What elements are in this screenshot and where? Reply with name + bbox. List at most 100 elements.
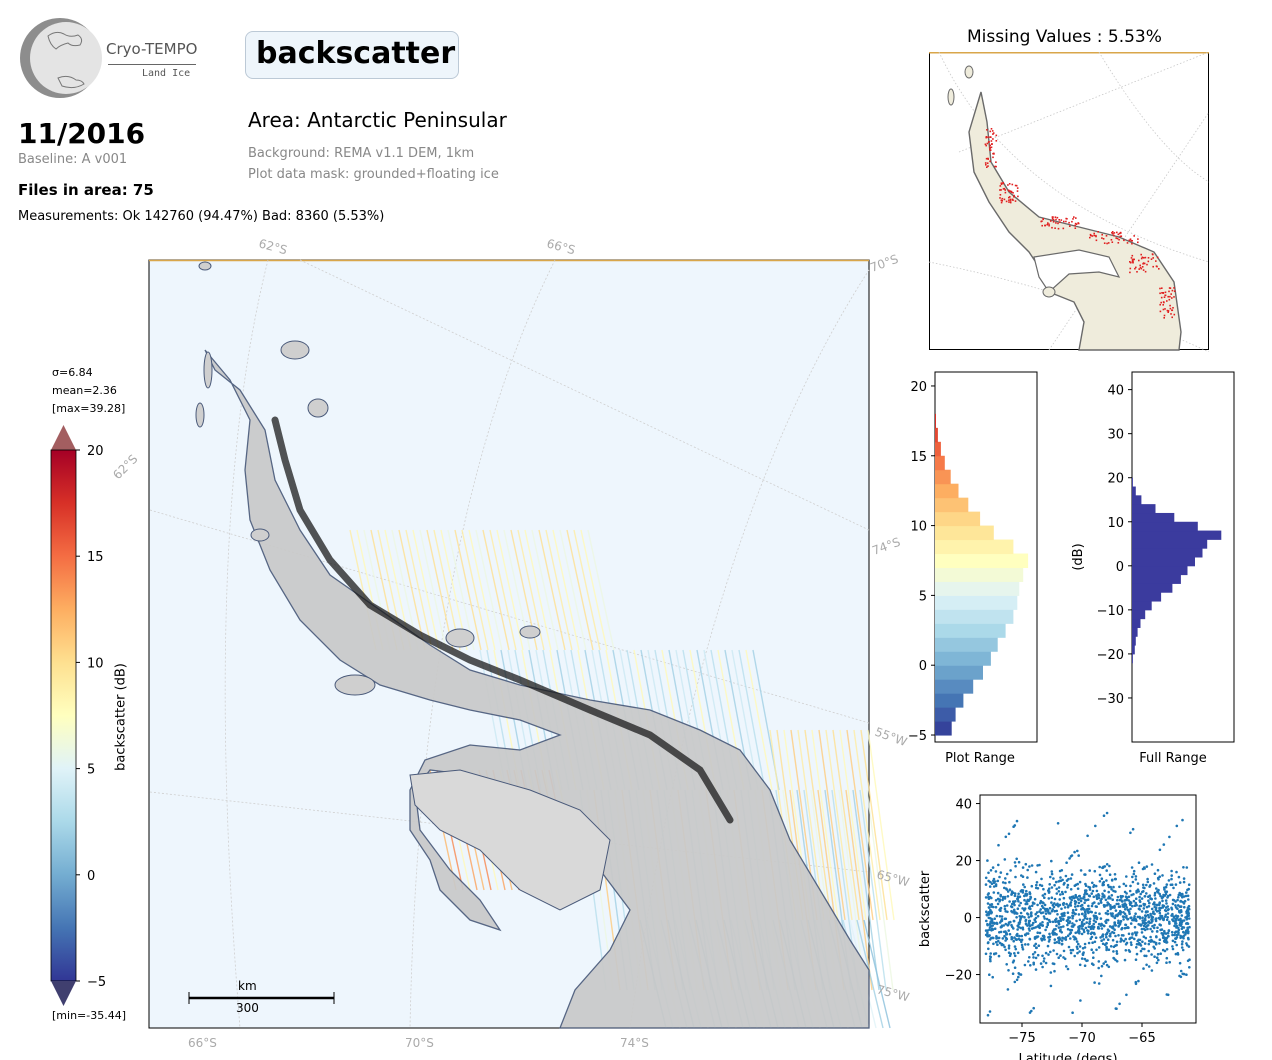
lat-tick-bottom-1: 66°S: [188, 1036, 217, 1050]
missing-value-point: [1001, 197, 1004, 200]
histogram-bar: [935, 567, 1024, 582]
colorbar-tick-label: 20: [87, 444, 104, 459]
missing-value-point: [1168, 298, 1171, 301]
missing-value-point: [1129, 238, 1132, 240]
missing-value-point: [1013, 196, 1015, 198]
scatter-ytick-label: 0: [964, 912, 972, 927]
missing-value-point: [1144, 270, 1147, 273]
missing-value-point: [1111, 231, 1114, 233]
missing-value-point: [1158, 268, 1160, 270]
histogram-bar: [1132, 512, 1175, 523]
hist-plot-ytick-label: 20: [910, 380, 927, 395]
missing-value-point: [1093, 232, 1095, 235]
satellite-track: [580, 529, 608, 651]
histogram-bar: [1132, 539, 1208, 549]
missing-value-point: [986, 142, 989, 145]
missing-value-point: [1062, 227, 1065, 230]
missing-value-point: [1112, 232, 1114, 235]
missing-value-point: [1095, 239, 1098, 242]
histogram-bar: [935, 539, 1014, 555]
missing-value-point: [1012, 192, 1014, 194]
missing-value-point: [990, 140, 993, 142]
full-range-histogram: 40 30 20 10 0 −10 −20 −30 (dB) Full Range: [1071, 371, 1235, 766]
scatter-ytick-label: 40: [955, 798, 972, 813]
missing-value-point: [1014, 184, 1017, 187]
hist-plot-ytick-label: 5: [919, 589, 927, 604]
missing-value-point: [1146, 263, 1148, 266]
missing-value-point: [1156, 265, 1158, 268]
inset-island: [964, 65, 974, 79]
graticule-lon-75w: [299, 259, 870, 531]
satellite-track: [863, 919, 891, 1029]
missing-value-point: [1016, 190, 1019, 192]
satellite-track: [496, 529, 524, 651]
missing-value-point: [1130, 257, 1133, 259]
scatter-ytick-label: −20: [945, 969, 972, 984]
missing-value-point: [1164, 294, 1166, 297]
satellite-track: [839, 729, 867, 921]
missing-value-point: [1093, 234, 1095, 237]
missing-value-point: [1131, 254, 1134, 257]
background-label: Background: REMA v1.1 DEM, 1km: [248, 146, 475, 161]
missing-value-point: [1103, 242, 1106, 244]
colorbar-tick-label: 10: [87, 656, 104, 671]
satellite-track: [738, 649, 766, 791]
histogram-bar: [935, 511, 981, 527]
hist-full-xlabel: Full Range: [1139, 751, 1207, 766]
missing-value-point: [1113, 234, 1115, 237]
histogram-bar: [1132, 504, 1156, 514]
colorbar-gradient: [50, 449, 77, 982]
histogram-bar: [935, 525, 994, 541]
period-date: 11/2016: [18, 117, 146, 150]
missing-value-point: [1140, 267, 1143, 270]
missing-value-point: [1139, 266, 1142, 269]
right-tick-1: 74°S: [870, 535, 902, 558]
missing-value-point: [989, 146, 991, 149]
missing-value-point: [1009, 200, 1012, 202]
lat-tick-top-3: 70°S: [868, 252, 900, 275]
histogram-bar: [1132, 486, 1136, 496]
missing-value-point: [1097, 231, 1099, 233]
missing-value-point: [1089, 233, 1092, 236]
histogram-bar: [1132, 565, 1188, 576]
histogram-bar: [1132, 521, 1198, 532]
missing-value-point: [1048, 223, 1050, 226]
inset-map: [929, 52, 1210, 352]
missing-value-point: [1068, 221, 1070, 224]
histogram-bar: [1132, 653, 1133, 664]
histogram-bar: [1132, 557, 1195, 567]
missing-value-point: [989, 149, 991, 151]
satellite-track: [866, 789, 894, 991]
missing-value-point: [1011, 198, 1014, 201]
missing-value-point: [1000, 189, 1002, 191]
lat-tick-bottom-3: 74°S: [620, 1036, 649, 1050]
missing-value-point: [1054, 216, 1057, 218]
missing-value-point: [1071, 220, 1073, 223]
missing-value-point: [995, 165, 997, 168]
missing-value-point: [1152, 257, 1154, 259]
histogram-bar: [935, 665, 983, 680]
missing-value-point: [1155, 260, 1157, 262]
missing-value-point: [1133, 258, 1135, 261]
missing-value-point: [1162, 304, 1164, 306]
missing-value-point: [1058, 219, 1060, 221]
missing-value-point: [1147, 260, 1150, 263]
missing-value-point: [1169, 307, 1172, 310]
histogram-bar: [935, 553, 1029, 569]
missing-value-point: [1116, 231, 1118, 234]
island: [280, 340, 310, 360]
satellite-track: [559, 529, 587, 651]
missing-value-point: [1089, 236, 1091, 239]
satellite-track: [856, 919, 884, 1029]
missing-value-point: [1135, 266, 1137, 269]
missing-value-point: [1160, 301, 1162, 304]
missing-value-point: [1171, 297, 1173, 299]
missing-value-point: [1073, 216, 1075, 218]
missing-value-point: [1138, 268, 1140, 270]
satellite-track: [832, 729, 860, 921]
missing-value-point: [999, 197, 1001, 199]
lat-tick-left: 62°S: [110, 452, 140, 482]
missing-value-point: [987, 157, 989, 160]
hist-plot-xlabel: Plot Range: [945, 751, 1015, 766]
missing-value-point: [1118, 232, 1121, 235]
